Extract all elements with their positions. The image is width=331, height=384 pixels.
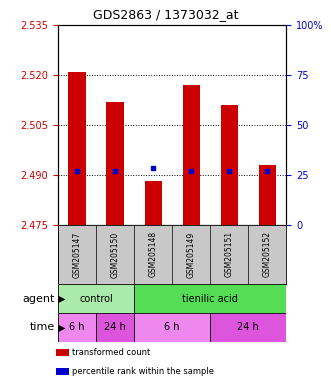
Text: ▶: ▶ <box>58 293 65 304</box>
Text: 6 h: 6 h <box>69 322 85 333</box>
Text: 24 h: 24 h <box>237 322 259 333</box>
Text: GSM205149: GSM205149 <box>187 231 196 278</box>
Bar <box>56 368 70 375</box>
Text: transformed count: transformed count <box>72 348 150 357</box>
Text: GSM205152: GSM205152 <box>263 231 272 278</box>
Text: time: time <box>29 322 55 333</box>
Text: 24 h: 24 h <box>104 322 126 333</box>
Bar <box>69 71 85 225</box>
Bar <box>183 85 200 225</box>
Bar <box>134 313 210 342</box>
Bar <box>145 181 162 225</box>
Text: GSM205150: GSM205150 <box>111 231 119 278</box>
Bar <box>107 101 123 225</box>
Text: GDS2863 / 1373032_at: GDS2863 / 1373032_at <box>93 8 238 21</box>
Text: GSM205147: GSM205147 <box>72 231 81 278</box>
Bar <box>259 165 276 225</box>
Bar <box>56 349 70 356</box>
Bar <box>221 105 238 225</box>
Bar <box>58 313 96 342</box>
Text: GSM205151: GSM205151 <box>225 231 234 278</box>
Bar <box>96 313 134 342</box>
Bar <box>58 284 134 313</box>
Text: 6 h: 6 h <box>165 322 180 333</box>
Text: percentile rank within the sample: percentile rank within the sample <box>72 367 214 376</box>
Bar <box>134 284 286 313</box>
Text: ▶: ▶ <box>58 322 65 333</box>
Text: GSM205148: GSM205148 <box>149 231 158 278</box>
Text: agent: agent <box>22 293 55 304</box>
Text: tienilic acid: tienilic acid <box>182 293 238 304</box>
Bar <box>210 313 286 342</box>
Text: control: control <box>79 293 113 304</box>
